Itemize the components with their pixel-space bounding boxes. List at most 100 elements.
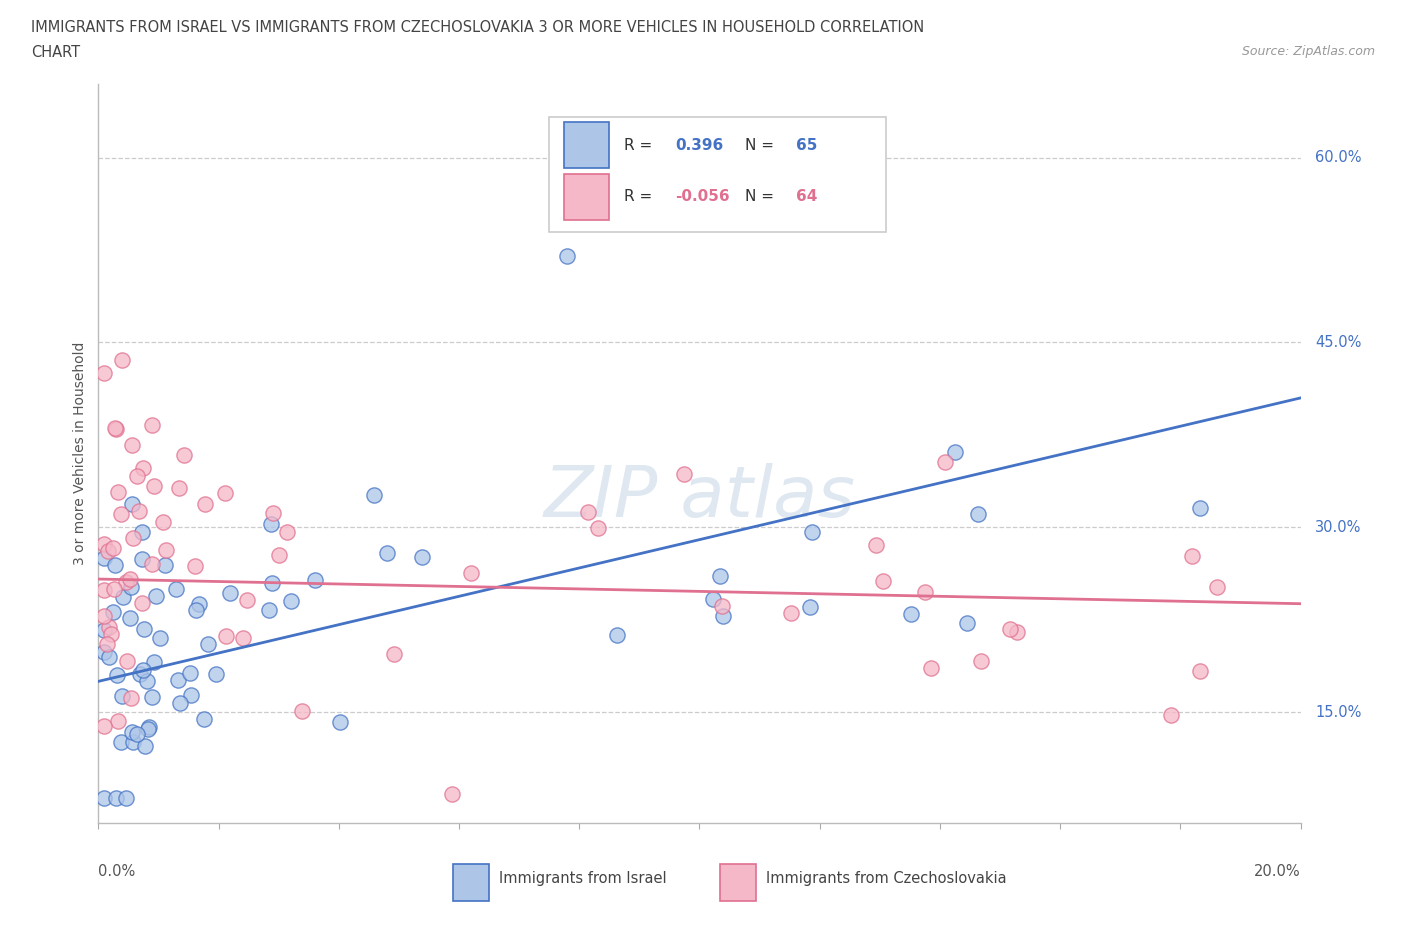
Point	[96, 636, 118, 651]
Point	[115, 575, 138, 590]
Point	[780, 605, 803, 620]
Point	[970, 654, 993, 669]
Point	[576, 505, 599, 520]
Point	[93, 719, 115, 734]
Point	[93, 608, 115, 623]
Point	[152, 515, 174, 530]
Point	[97, 543, 120, 558]
Point	[709, 568, 731, 583]
Point	[232, 631, 254, 645]
Y-axis label: 3 or more Vehicles in Household: 3 or more Vehicles in Household	[73, 341, 87, 565]
Point	[1005, 624, 1028, 639]
FancyBboxPatch shape	[564, 122, 609, 168]
Point	[280, 594, 302, 609]
Text: N =: N =	[745, 190, 779, 205]
Point	[93, 537, 115, 551]
Text: 30.0%: 30.0%	[1315, 520, 1361, 535]
Point	[1205, 579, 1227, 594]
Point	[111, 688, 134, 703]
Point	[104, 558, 127, 573]
Text: 0.0%: 0.0%	[98, 864, 135, 879]
Point	[97, 649, 120, 664]
Point	[105, 667, 128, 682]
Point	[259, 602, 281, 617]
Text: R =: R =	[624, 190, 657, 205]
Point	[384, 646, 406, 661]
Point	[121, 437, 143, 452]
Point	[153, 558, 176, 573]
Point	[118, 572, 141, 587]
Point	[555, 249, 578, 264]
Point	[184, 559, 207, 574]
Point	[127, 469, 149, 484]
Text: 15.0%: 15.0%	[1315, 705, 1361, 720]
Point	[276, 525, 298, 539]
Text: Immigrants from Israel: Immigrants from Israel	[499, 871, 666, 886]
Point	[173, 447, 195, 462]
Point	[955, 616, 977, 631]
Point	[107, 485, 129, 499]
Point	[967, 507, 990, 522]
FancyBboxPatch shape	[550, 117, 886, 232]
Point	[702, 591, 724, 606]
FancyBboxPatch shape	[453, 864, 489, 900]
Point	[131, 596, 153, 611]
Point	[93, 622, 115, 637]
Point	[100, 627, 122, 642]
Text: 64: 64	[796, 190, 817, 205]
Point	[914, 585, 936, 600]
Point	[111, 352, 134, 367]
Point	[1000, 621, 1022, 636]
Point	[440, 787, 463, 802]
Point	[363, 487, 385, 502]
Point	[291, 703, 314, 718]
Point	[149, 631, 172, 645]
Point	[104, 420, 127, 435]
Point	[134, 738, 156, 753]
Point	[1181, 549, 1204, 564]
Point	[107, 713, 129, 728]
Point	[934, 455, 956, 470]
Text: ZIP atlas: ZIP atlas	[544, 463, 855, 532]
Point	[155, 542, 177, 557]
Point	[194, 497, 217, 512]
Text: 0.396: 0.396	[675, 138, 724, 153]
Point	[93, 582, 115, 597]
Point	[180, 687, 202, 702]
Point	[1160, 708, 1182, 723]
Point	[93, 644, 115, 659]
Point	[110, 735, 132, 750]
Point	[711, 609, 734, 624]
Point	[920, 660, 942, 675]
Point	[120, 691, 142, 706]
Text: IMMIGRANTS FROM ISRAEL VS IMMIGRANTS FROM CZECHOSLOVAKIA 3 OR MORE VEHICLES IN H: IMMIGRANTS FROM ISRAEL VS IMMIGRANTS FRO…	[31, 20, 924, 35]
Text: -0.056: -0.056	[675, 190, 730, 205]
Point	[138, 721, 160, 736]
Text: 65: 65	[796, 138, 817, 153]
Point	[269, 548, 291, 563]
Point	[114, 790, 136, 805]
Point	[167, 481, 190, 496]
Point	[165, 582, 187, 597]
Point	[1189, 500, 1212, 515]
Point	[800, 525, 823, 540]
Point	[105, 421, 128, 436]
Text: R =: R =	[624, 138, 657, 153]
Text: 45.0%: 45.0%	[1315, 335, 1361, 350]
Point	[131, 525, 153, 539]
Point	[215, 629, 238, 644]
Point	[128, 503, 150, 518]
Point	[375, 546, 398, 561]
Point	[143, 654, 166, 669]
Point	[411, 550, 433, 565]
Point	[329, 715, 352, 730]
Text: 60.0%: 60.0%	[1315, 150, 1361, 166]
Point	[1189, 664, 1212, 679]
Point	[101, 604, 124, 619]
Point	[179, 666, 201, 681]
Point	[101, 540, 124, 555]
Point	[218, 585, 240, 600]
Text: N =: N =	[745, 138, 779, 153]
Point	[900, 607, 922, 622]
Point	[710, 599, 733, 614]
